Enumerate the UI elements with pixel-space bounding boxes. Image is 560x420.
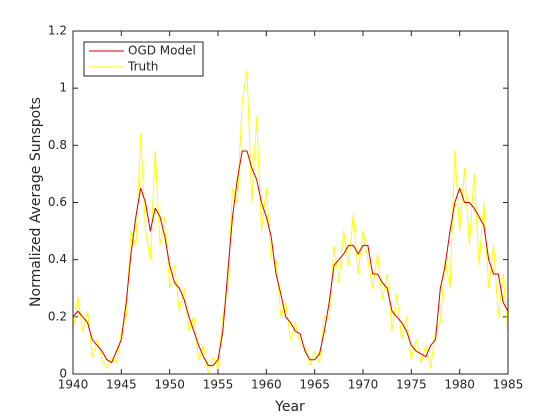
x-tick-label: 1940: [58, 378, 89, 392]
x-tick-label: 1975: [396, 378, 427, 392]
series-line: [72, 150, 509, 366]
y-tick-label: 0.2: [48, 309, 67, 323]
y-tick-label: 0.8: [48, 138, 67, 152]
y-tick-label: 1: [59, 81, 67, 95]
x-tick-label: 1965: [299, 378, 330, 392]
legend-label: OGD Model: [128, 44, 196, 58]
legend-box: [83, 41, 204, 77]
axes-box: [72, 30, 509, 375]
y-tick-label: 0.4: [48, 252, 67, 266]
x-tick-label: 1980: [444, 378, 475, 392]
y-axis-label: Normalized Average Sunspots: [28, 97, 44, 307]
y-tick-label: 0.6: [48, 195, 67, 209]
x-tick-label: 1985: [493, 378, 524, 392]
x-tick-label: 1950: [154, 378, 185, 392]
y-tick-label: 1.2: [48, 24, 67, 38]
x-axis-label: Year: [274, 399, 305, 415]
legend-label: Truth: [127, 60, 158, 74]
x-tick-label: 1960: [251, 378, 282, 392]
x-tick-label: 1970: [348, 378, 379, 392]
y-tick-label: 0: [59, 367, 67, 381]
x-tick-label: 1945: [106, 378, 137, 392]
x-tick-label: 1955: [203, 378, 234, 392]
series-line: [72, 70, 509, 375]
